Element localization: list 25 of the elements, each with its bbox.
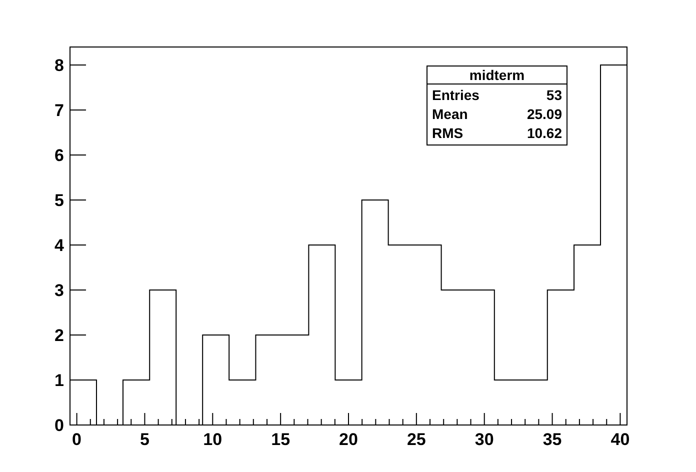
x-tick-label: 10 — [203, 430, 222, 449]
annotation: 53 — [546, 87, 562, 103]
x-tick-label: 0 — [72, 430, 82, 449]
y-tick-label: 8 — [54, 56, 64, 75]
x-tick-label: 30 — [474, 430, 494, 449]
annotation: 25.09 — [526, 106, 562, 122]
annotation: RMS — [432, 125, 464, 141]
y-tick-label: 5 — [54, 191, 64, 210]
x-tick-label: 20 — [339, 430, 358, 449]
annotation: Mean — [432, 106, 468, 122]
y-tick-label: 4 — [54, 236, 65, 255]
annotation: Entries — [432, 87, 480, 103]
y-tick-label: 0 — [54, 416, 64, 435]
x-tick-label: 15 — [271, 430, 290, 449]
x-tick-label: 25 — [406, 430, 426, 449]
y-tick-label: 2 — [54, 326, 64, 345]
x-tick-label: 40 — [610, 430, 630, 449]
x-tick-label: 35 — [542, 430, 562, 449]
annotation: midterm — [469, 67, 525, 83]
y-tick-label: 6 — [54, 146, 64, 165]
y-tick-label: 1 — [54, 371, 64, 390]
y-tick-label: 3 — [54, 281, 64, 300]
x-tick-label: 5 — [140, 430, 150, 449]
y-tick-label: 7 — [54, 101, 64, 120]
annotation: 10.62 — [526, 125, 562, 141]
